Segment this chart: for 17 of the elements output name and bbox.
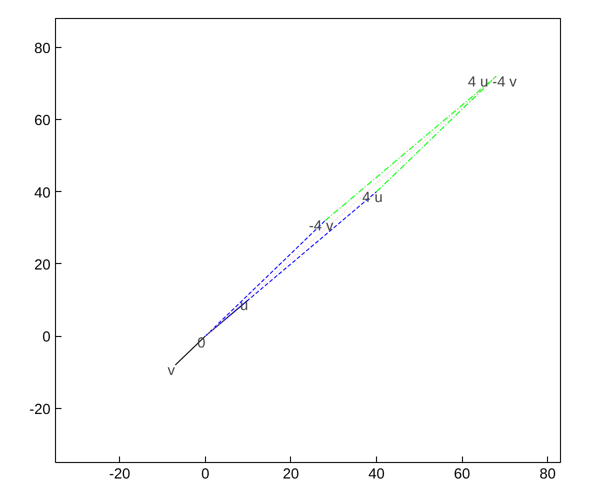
annotation: 4 u xyxy=(362,190,383,206)
x-tick-label: 0 xyxy=(201,466,210,482)
y-tick-label: 0 xyxy=(42,330,51,346)
y-tick-label: 60 xyxy=(34,113,51,130)
x-tick-label: -20 xyxy=(109,466,130,482)
x-tick-label: 40 xyxy=(368,466,385,482)
x-tick-label: 80 xyxy=(540,466,556,482)
y-tick-label: -20 xyxy=(29,402,51,418)
x-tick-label: 60 xyxy=(454,466,470,482)
annotation: 4 u -4 v xyxy=(468,74,518,90)
annotation: 0 xyxy=(197,336,206,352)
x-tick-label: 20 xyxy=(282,466,300,482)
annotation: -4 v xyxy=(308,218,334,235)
y-tick-label: 80 xyxy=(34,40,51,57)
annotation: v xyxy=(168,363,176,380)
y-tick-label: 20 xyxy=(34,257,51,274)
y-tick-label: 40 xyxy=(34,185,51,202)
